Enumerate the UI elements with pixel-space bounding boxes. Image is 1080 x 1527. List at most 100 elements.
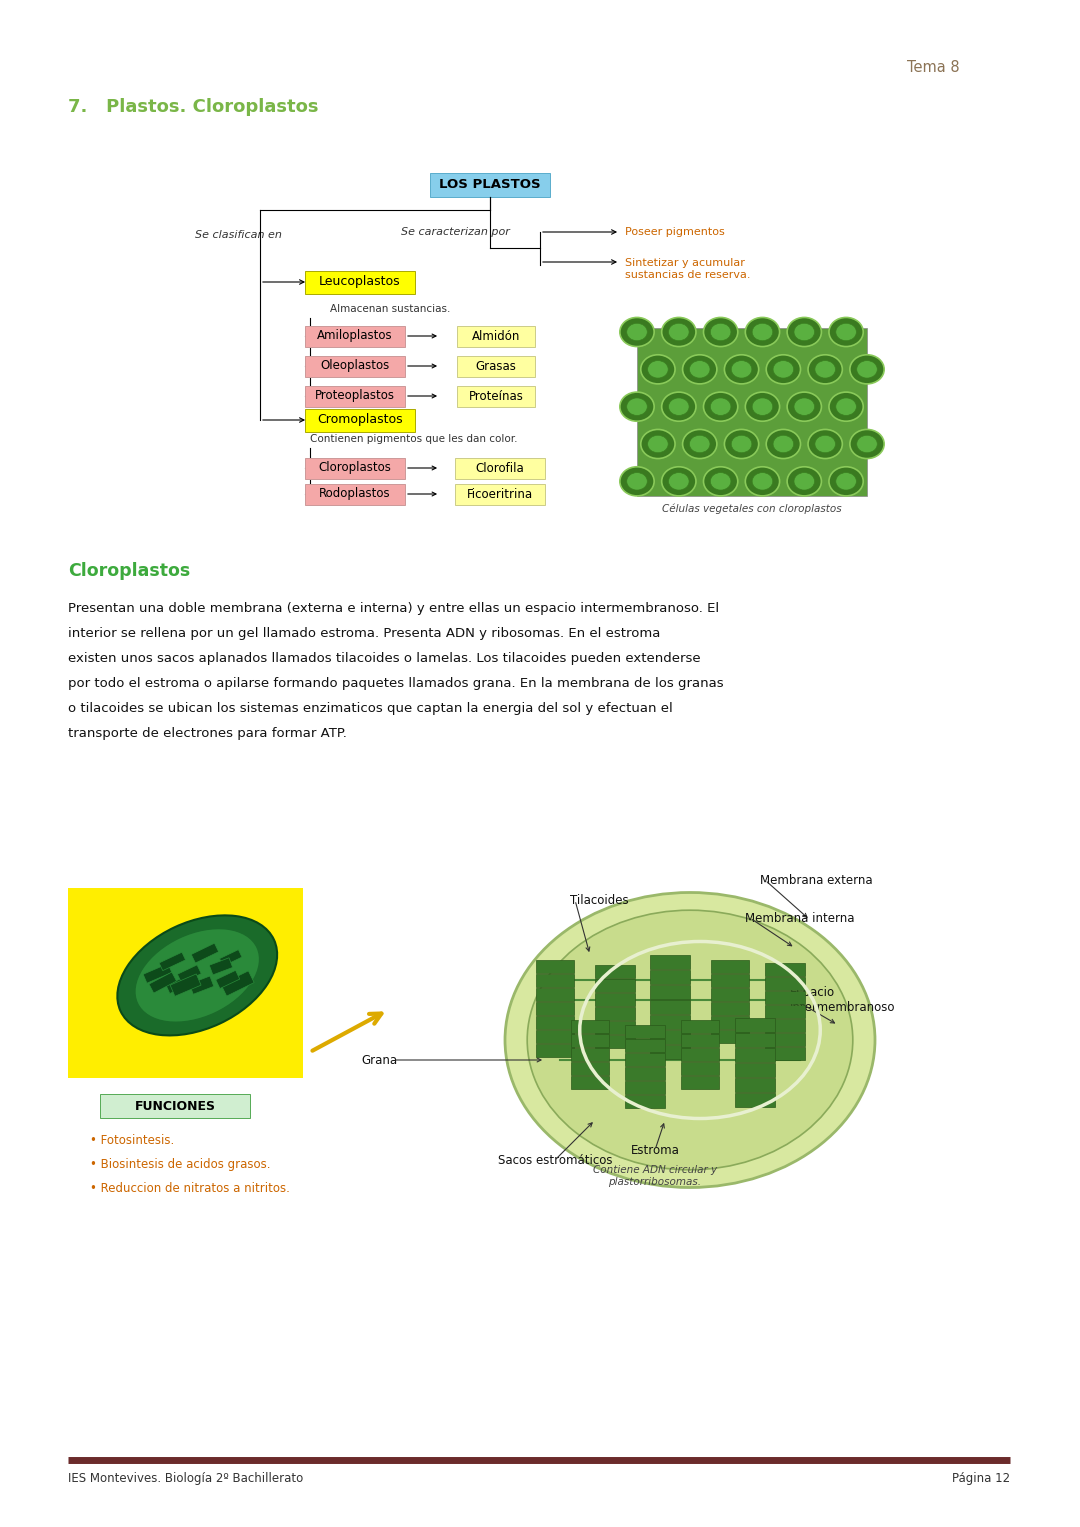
FancyBboxPatch shape: [571, 1048, 609, 1061]
Text: existen unos sacos aplanados llamados tilacoides o lamelas. Los tilacoides puede: existen unos sacos aplanados llamados ti…: [68, 652, 701, 664]
FancyBboxPatch shape: [159, 953, 186, 971]
Text: Clorofila: Clorofila: [475, 461, 525, 475]
Text: transporte de electrones para formar ATP.: transporte de electrones para formar ATP…: [68, 727, 347, 741]
FancyBboxPatch shape: [625, 1038, 665, 1052]
Ellipse shape: [725, 429, 758, 458]
Ellipse shape: [711, 472, 731, 490]
Text: Tilacoides: Tilacoides: [570, 893, 629, 907]
FancyBboxPatch shape: [765, 1005, 805, 1019]
FancyBboxPatch shape: [221, 971, 254, 996]
Ellipse shape: [711, 399, 731, 415]
Text: Almacenan sustancias.: Almacenan sustancias.: [330, 304, 450, 315]
Text: Membrana interna: Membrana interna: [745, 912, 854, 924]
FancyBboxPatch shape: [681, 1061, 719, 1075]
Ellipse shape: [703, 392, 738, 421]
Ellipse shape: [787, 467, 822, 496]
Text: Proteínas: Proteínas: [469, 389, 524, 403]
Ellipse shape: [626, 472, 647, 490]
Ellipse shape: [505, 892, 875, 1188]
FancyBboxPatch shape: [735, 1063, 775, 1077]
Ellipse shape: [703, 467, 738, 496]
Text: por todo el estroma o apilarse formando paquetes llamados grana. En la membrana : por todo el estroma o apilarse formando …: [68, 676, 724, 690]
Ellipse shape: [815, 360, 836, 379]
FancyBboxPatch shape: [595, 965, 635, 977]
Text: Proteoplastos: Proteoplastos: [315, 389, 395, 403]
FancyBboxPatch shape: [625, 1067, 665, 1080]
Text: Contiene ADN circular y
plastorribosomas.: Contiene ADN circular y plastorribosomas…: [593, 1165, 717, 1188]
Text: Rodoplastos: Rodoplastos: [320, 487, 391, 501]
FancyBboxPatch shape: [765, 991, 805, 1003]
Ellipse shape: [527, 910, 853, 1170]
Text: Membrana externa: Membrana externa: [760, 873, 873, 887]
FancyBboxPatch shape: [571, 1034, 609, 1048]
Ellipse shape: [773, 360, 794, 379]
Ellipse shape: [620, 318, 654, 347]
FancyBboxPatch shape: [430, 173, 550, 197]
FancyBboxPatch shape: [455, 484, 545, 504]
Text: interior se rellena por un gel llamado estroma. Presenta ADN y ribosomas. En el : interior se rellena por un gel llamado e…: [68, 628, 660, 640]
Ellipse shape: [731, 360, 752, 379]
FancyBboxPatch shape: [305, 484, 405, 504]
FancyBboxPatch shape: [536, 1044, 573, 1057]
Text: Presentan una doble membrana (externa e interna) y entre ellas un espacio interm: Presentan una doble membrana (externa e …: [68, 602, 719, 615]
Ellipse shape: [640, 354, 675, 383]
Ellipse shape: [808, 429, 842, 458]
Text: Amiloplastos: Amiloplastos: [318, 330, 393, 342]
Text: o tilacoides se ubican los sistemas enzimaticos que captan la energia del sol y : o tilacoides se ubican los sistemas enzi…: [68, 702, 673, 715]
Ellipse shape: [711, 324, 731, 341]
Ellipse shape: [829, 392, 863, 421]
Text: Se caracterizan por: Se caracterizan por: [401, 228, 510, 237]
Ellipse shape: [815, 435, 836, 452]
FancyBboxPatch shape: [166, 976, 192, 994]
Ellipse shape: [640, 429, 675, 458]
Ellipse shape: [856, 360, 877, 379]
FancyBboxPatch shape: [625, 1054, 665, 1066]
Text: Ficoeritrina: Ficoeritrina: [467, 487, 534, 501]
Ellipse shape: [850, 429, 885, 458]
FancyBboxPatch shape: [455, 458, 545, 478]
FancyBboxPatch shape: [650, 1015, 690, 1029]
FancyBboxPatch shape: [305, 325, 405, 347]
FancyBboxPatch shape: [305, 458, 405, 478]
Ellipse shape: [794, 472, 814, 490]
FancyBboxPatch shape: [735, 1032, 775, 1048]
Ellipse shape: [836, 399, 856, 415]
FancyBboxPatch shape: [650, 985, 690, 999]
Text: Se clasifican en: Se clasifican en: [194, 231, 282, 240]
Ellipse shape: [689, 435, 710, 452]
FancyBboxPatch shape: [765, 964, 805, 976]
FancyBboxPatch shape: [68, 889, 303, 1078]
Text: • Biosintesis de acidos grasos.: • Biosintesis de acidos grasos.: [90, 1157, 270, 1171]
Text: Leucoplastos: Leucoplastos: [320, 275, 401, 289]
Text: Grasas: Grasas: [475, 359, 516, 373]
FancyBboxPatch shape: [711, 974, 750, 986]
FancyBboxPatch shape: [595, 979, 635, 993]
Text: Estroma: Estroma: [631, 1144, 679, 1156]
FancyBboxPatch shape: [536, 1002, 573, 1015]
FancyBboxPatch shape: [171, 974, 201, 996]
FancyBboxPatch shape: [735, 1078, 775, 1092]
Text: Cloroplastos: Cloroplastos: [68, 562, 190, 580]
FancyBboxPatch shape: [765, 1019, 805, 1032]
Text: Sintetizar y acumular
sustancias de reserva.: Sintetizar y acumular sustancias de rese…: [625, 258, 751, 281]
Ellipse shape: [662, 318, 696, 347]
Ellipse shape: [752, 472, 773, 490]
Text: Cromoplastos: Cromoplastos: [318, 414, 403, 426]
Ellipse shape: [745, 318, 780, 347]
Ellipse shape: [829, 318, 863, 347]
FancyBboxPatch shape: [711, 1002, 750, 1015]
Ellipse shape: [669, 472, 689, 490]
FancyBboxPatch shape: [219, 950, 242, 967]
FancyBboxPatch shape: [765, 1032, 805, 1046]
FancyBboxPatch shape: [595, 993, 635, 1006]
Text: Cloroplastos: Cloroplastos: [319, 461, 391, 475]
Ellipse shape: [745, 467, 780, 496]
FancyBboxPatch shape: [305, 409, 415, 432]
Ellipse shape: [620, 392, 654, 421]
Text: Página 12: Página 12: [951, 1472, 1010, 1484]
Ellipse shape: [626, 324, 647, 341]
FancyBboxPatch shape: [650, 1000, 690, 1014]
Ellipse shape: [787, 392, 822, 421]
FancyBboxPatch shape: [536, 1015, 573, 1029]
FancyBboxPatch shape: [457, 325, 535, 347]
